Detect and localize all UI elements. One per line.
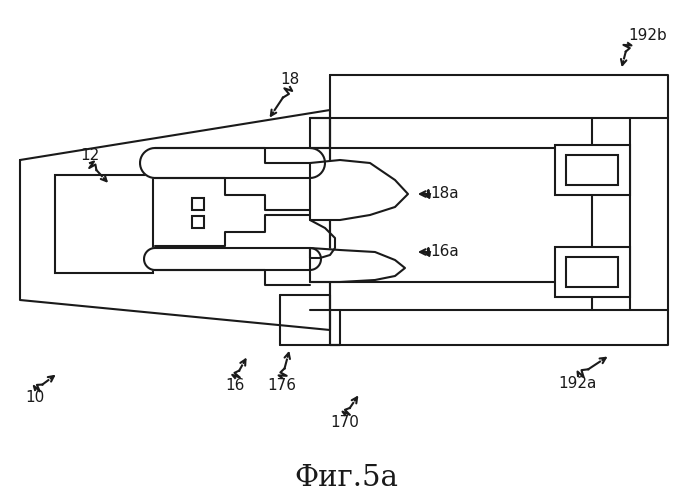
Polygon shape <box>144 248 321 270</box>
Text: 10: 10 <box>26 390 44 405</box>
Bar <box>566 257 618 287</box>
Text: 16: 16 <box>225 378 245 393</box>
Polygon shape <box>330 75 668 345</box>
Text: 176: 176 <box>267 378 297 393</box>
Polygon shape <box>140 148 325 178</box>
Polygon shape <box>310 118 330 148</box>
Polygon shape <box>20 110 330 330</box>
Bar <box>192 198 204 210</box>
Polygon shape <box>310 160 408 220</box>
Text: 12: 12 <box>80 148 100 163</box>
Polygon shape <box>310 248 405 282</box>
Text: 18: 18 <box>281 72 299 87</box>
Text: 192a: 192a <box>559 376 597 391</box>
Text: Фиг.5a: Фиг.5a <box>295 464 398 492</box>
Bar <box>55 175 153 273</box>
Bar <box>555 247 630 297</box>
Bar <box>566 155 618 185</box>
Text: 170: 170 <box>331 415 360 430</box>
Text: 16a: 16a <box>430 244 459 260</box>
Bar <box>192 216 204 228</box>
Text: 18a: 18a <box>430 186 459 202</box>
Text: 192b: 192b <box>628 28 667 43</box>
Bar <box>555 145 630 195</box>
